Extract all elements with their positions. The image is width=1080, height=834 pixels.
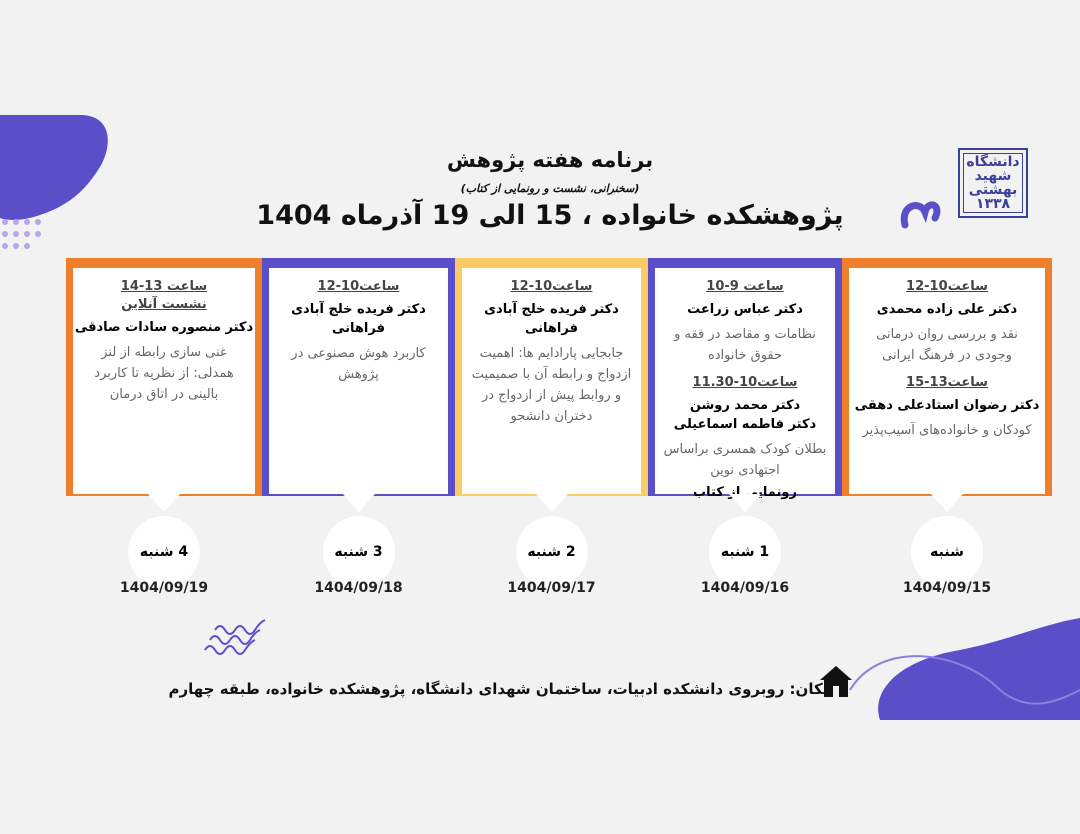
location-text: مکان: روبروی دانشکده ادبیات، ساختمان شهد… [168, 680, 832, 698]
card-notch [535, 494, 568, 512]
weekday-badge: 2 شنبه [515, 516, 588, 588]
squiggle-mark [900, 201, 941, 229]
session-topic: نظامات و مقاصد در فقه و حقوق خانواده [674, 327, 816, 363]
weekday-badge: 1 شنبه [709, 516, 781, 588]
session-time: ساعت 9-10 [706, 279, 784, 294]
speaker-name: دکتر عباس زراعت [687, 302, 803, 317]
university-logo: دانشگاه شهید بهشتی ۱۳۳۸ [958, 148, 1028, 218]
speaker-name: دکتر محمد روشن دکتر فاطمه اسماعیلی [673, 398, 817, 432]
blob-bottom-right [878, 618, 1080, 720]
session-topic: غنی سازی رابطه از لنز همدلی: از نظریه تا… [94, 345, 234, 402]
day-card: ساعت10-12 دکتر علی زاده محمدی نقد و بررسی … [849, 268, 1045, 494]
page-headline: پژوهشکده خانواده ، 15 الی 19 آذرماه 1404 [256, 200, 844, 231]
day-date: 1404/09/16 [700, 580, 790, 596]
day-date: 1404/09/19 [119, 580, 209, 596]
logo-text: دانشگاه شهید بهشتی ۱۳۳۸ [963, 153, 1023, 213]
day-card: ساعت 9-10 دکتر عباس زراعت نظامات و مقاصد د… [655, 268, 835, 500]
book-launch-label: رونمایی از کتاب [693, 485, 797, 500]
day-card: ساعت10-12 دکتر فریده خلج آبادی فراهانی کار… [269, 268, 448, 494]
dots-pattern [2, 219, 41, 249]
session-time: ساعت10-12 [510, 279, 593, 294]
day-column: ساعت10-12 دکتر فریده خلج آبادی فراهانی جاب… [455, 258, 648, 596]
day-date: 1404/09/15 [902, 580, 992, 596]
day-card: ساعت10-12 دکتر فریده خلج آبادی فراهانی جاب… [462, 268, 641, 494]
speaker-name: دکتر علی زاده محمدی [876, 302, 1018, 317]
blob-top-left [0, 115, 108, 220]
session-topic: جابجایی پارادایم ها: اهمیت ازدواج و رابط… [471, 346, 632, 424]
day-card: ساعت 13-14 نشست آنلاین دکتر منصوره سادات … [73, 268, 255, 494]
day-column: ساعت10-12 دکتر علی زاده محمدی نقد و بررسی … [842, 258, 1052, 596]
home-icon [818, 664, 854, 702]
session-time: ساعت10-12 [317, 279, 400, 294]
card-notch [148, 494, 180, 512]
session-time: ساعت 13-14 نشست آنلاین [120, 279, 208, 312]
page-subtitle: (سخنرانی، نشست و رونمایی از کتاب) [460, 182, 640, 195]
speaker-name: دکتر فریده خلج آبادی فراهانی [291, 302, 426, 336]
day-date: 1404/09/17 [507, 580, 596, 596]
session-time: ساعت13-15 [906, 375, 988, 390]
speaker-name: دکتر رضوان استادعلی دهقی [854, 398, 1040, 413]
day-date: 1404/09/18 [314, 580, 403, 596]
day-column: ساعت 9-10 دکتر عباس زراعت نظامات و مقاصد د… [648, 258, 842, 596]
card-notch [931, 494, 963, 512]
day-column: ساعت 13-14 نشست آنلاین دکتر منصوره سادات … [66, 258, 262, 596]
speaker-name: دکتر فریده خلج آبادی فراهانی [484, 302, 619, 336]
card-notch [729, 494, 761, 512]
wavy-lines [204, 619, 266, 655]
speaker-name: دکتر منصوره سادات صادقی [74, 320, 254, 335]
session-time: ساعت10-11.30 [692, 375, 798, 390]
weekday-badge: 3 شنبه [322, 516, 395, 588]
curve-line [849, 655, 1080, 705]
day-column: ساعت10-12 دکتر فریده خلج آبادی فراهانی کار… [262, 258, 455, 596]
session-time: ساعت10-12 [906, 279, 988, 294]
session-topic: کاربرد هوش مصنوعی در پژوهش [291, 346, 426, 382]
page-title: برنامه هفته پژوهش [446, 148, 654, 172]
card-notch [342, 494, 375, 512]
weekday-badge: 4 شنبه [128, 516, 200, 588]
session-topic: بطلان کودک همسری براساس اجتهادی نوین [663, 442, 827, 478]
session-topic: نقد و بررسی روان درمانی وجودی در فرهنگ ا… [876, 327, 1018, 363]
session-topic: کودکان و خانواده‌های آسیب‌پذیر [862, 423, 1032, 438]
weekday-badge: شنبه [911, 516, 983, 588]
